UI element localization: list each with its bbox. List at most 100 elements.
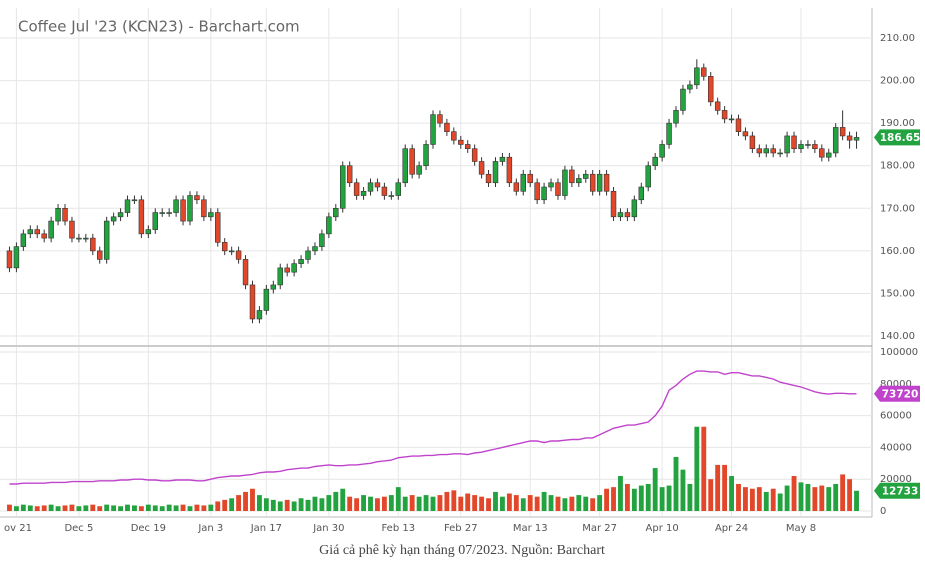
volume-bar [763, 491, 769, 511]
candle-body [492, 161, 499, 184]
volume-bar [479, 496, 485, 511]
last-value-label: 186.65 [880, 132, 921, 144]
y-tick-label: 0 [880, 506, 886, 517]
candle-body [319, 233, 325, 247]
candle-body [235, 250, 242, 260]
candle-body [846, 135, 853, 141]
candle-body [41, 233, 47, 239]
volume-bar [97, 506, 103, 511]
volume-bar [791, 476, 797, 511]
candle-body [652, 156, 658, 167]
candle-body [707, 76, 714, 103]
volume-bar [777, 493, 783, 511]
volume-bar [166, 504, 172, 511]
candle-body [562, 169, 568, 196]
candle-body [215, 212, 221, 243]
candle-body [583, 173, 589, 179]
last-value-badge [874, 385, 920, 402]
volume-bar [437, 495, 443, 511]
candle-body [326, 216, 332, 235]
volume-bar [395, 487, 401, 511]
volume-bar [784, 485, 790, 511]
candle-body [333, 208, 339, 218]
chart-title: Coffee Jul '23 (KCN23) - Barchart.com [18, 18, 300, 36]
volume-bar [381, 496, 387, 511]
candle-body [312, 246, 318, 252]
last-value-badge [874, 129, 920, 146]
candle-body [249, 284, 256, 320]
candle-body [499, 156, 506, 162]
volume-bar [749, 488, 755, 511]
candle-body [728, 118, 735, 121]
y-tick-label: 40000 [880, 442, 912, 453]
y-tick-label: 190.00 [880, 118, 915, 129]
candle-body [76, 237, 82, 240]
candle-body [714, 101, 721, 111]
volume-bar [562, 498, 568, 511]
volume-bar [305, 499, 311, 511]
volume-bar [361, 495, 366, 511]
x-tick-label: Dec 5 [64, 523, 93, 534]
volume-bar [55, 506, 61, 511]
volume-bar [125, 504, 130, 511]
candle-body [506, 156, 513, 184]
candle-body [416, 165, 422, 175]
volume-bar [236, 495, 242, 511]
candle-body [673, 110, 679, 124]
volume-bar [20, 504, 26, 511]
x-tick-label: Mar 27 [582, 523, 617, 534]
x-tick-label: Feb 27 [444, 523, 478, 534]
volume-bar [194, 504, 200, 511]
candle-body [721, 110, 728, 120]
candle-body [805, 144, 811, 146]
volume-bar [500, 496, 505, 511]
candle-body [187, 195, 193, 222]
candle-body [145, 229, 152, 235]
candle-body [631, 199, 638, 218]
candle-body [610, 190, 617, 218]
candle-body [291, 263, 297, 273]
volume-bar [284, 499, 290, 511]
x-tick-label: ov 21 [4, 523, 32, 534]
volume-bar [104, 504, 110, 511]
candle-body [138, 199, 145, 235]
volume-bar [180, 504, 186, 511]
marks [6, 59, 860, 511]
volume-bar [604, 488, 610, 511]
candle-body [534, 182, 540, 201]
volume-bar [729, 476, 734, 511]
volume-bar [756, 487, 762, 511]
last-value-badge [874, 482, 920, 499]
candle-body [256, 310, 263, 320]
candle-body [749, 135, 756, 150]
candle-body [166, 212, 172, 214]
y-tick-label: 160.00 [880, 246, 915, 257]
volume-bar [222, 499, 228, 511]
volume-bar [326, 495, 332, 511]
volume-bar [645, 483, 651, 511]
candle-body [152, 212, 159, 230]
volume-bar [277, 501, 283, 511]
volume-bar [493, 491, 498, 511]
last-value-label: 73720 [882, 388, 919, 400]
volume-bar [597, 495, 603, 511]
candle-body [409, 148, 415, 175]
candle-body [548, 182, 554, 188]
candle-body [576, 178, 582, 184]
candle-body [381, 186, 388, 196]
x-tick-label: Jan 17 [250, 523, 282, 534]
volume-bar [76, 506, 82, 511]
y-tick-label: 20000 [880, 474, 912, 485]
volume-bar [458, 496, 464, 511]
volume-bar [416, 496, 422, 511]
candle-body [680, 88, 686, 111]
volume-bar [423, 495, 429, 511]
volume-bar [41, 505, 47, 511]
candle-body [701, 67, 707, 77]
candle-body [97, 250, 103, 260]
volume-bar [513, 495, 519, 511]
candle-body [430, 114, 436, 145]
volume-bar [694, 426, 700, 511]
